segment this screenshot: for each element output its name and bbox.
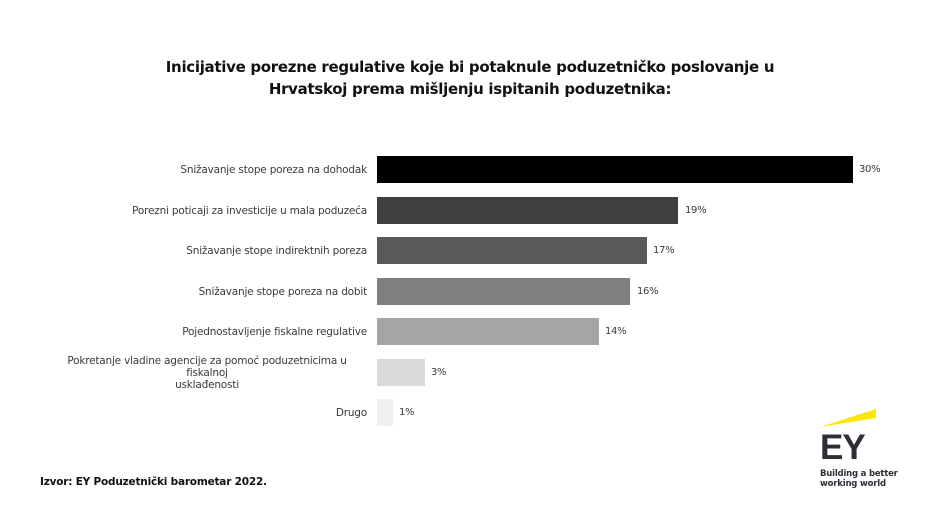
bar-row: Pokretanje vladine agencije za pomoć pod… xyxy=(0,355,940,391)
bar-row: Porezni poticaji za investicije u mala p… xyxy=(0,197,940,224)
bar-value: 30% xyxy=(859,164,881,175)
bar-label: Pojednostavljenje fiskalne regulative xyxy=(182,325,367,338)
bar-label: Pokretanje vladine agencije za pomoć pod… xyxy=(47,355,367,391)
bar-label: Drugo xyxy=(335,406,367,419)
bar-label: Snižavanje stope poreza na dohodak xyxy=(180,163,367,176)
bar-row: Pojednostavljenje fiskalne regulative 14… xyxy=(0,318,940,345)
bar-row: Snižavanje stope poreza na dohodak 30% xyxy=(0,156,940,183)
bar xyxy=(377,318,599,345)
bar-label: Snižavanje stope indirektnih poreza xyxy=(186,244,367,257)
bar-row: Snižavanje stope indirektnih poreza 17% xyxy=(0,237,940,264)
bar-label: Snižavanje stope poreza na dobit xyxy=(198,285,368,298)
bar-value: 3% xyxy=(431,367,447,378)
bar-value: 1% xyxy=(399,407,415,418)
bar xyxy=(377,156,853,183)
bar-row: Snižavanje stope poreza na dobit 16% xyxy=(0,278,940,305)
bar-label-line: usklađenosti xyxy=(175,378,239,391)
source-note: Izvor: EY Poduzetnički barometar 2022. xyxy=(40,476,267,488)
ey-beam-icon xyxy=(820,409,876,427)
ey-tagline-line-2: working world xyxy=(820,479,886,489)
bar xyxy=(377,399,393,426)
bar-row: Drugo 1% xyxy=(0,399,940,426)
bar-label-line: Pokretanje vladine agencije za pomoć pod… xyxy=(67,354,347,379)
bar-value: 16% xyxy=(637,286,659,297)
ey-logo: EY Building a better working world xyxy=(818,406,918,496)
bar xyxy=(377,237,647,264)
bar-value: 19% xyxy=(685,205,707,216)
ey-tagline: Building a better working world xyxy=(820,469,898,489)
chart-title-line-1: Inicijative porezne regulative koje bi p… xyxy=(165,58,775,76)
bar xyxy=(377,197,678,224)
bar xyxy=(377,359,425,386)
bar-value: 17% xyxy=(653,245,675,256)
chart-title-line-2: Hrvatskoj prema mišljenju ispitanih podu… xyxy=(268,80,672,98)
chart-title: Inicijative porezne regulative koje bi p… xyxy=(100,56,840,100)
bar xyxy=(377,278,630,305)
bar-label: Porezni poticaji za investicije u mala p… xyxy=(132,204,367,217)
ey-wordmark: EY xyxy=(820,428,866,467)
ey-tagline-line-1: Building a better xyxy=(820,469,898,479)
bar-value: 14% xyxy=(605,326,627,337)
